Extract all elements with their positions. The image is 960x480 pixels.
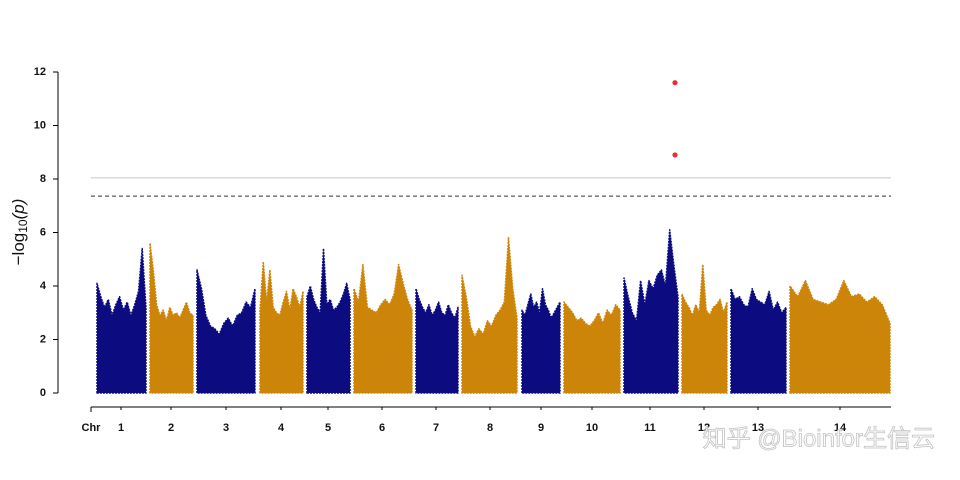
y-axis-label: −log10(p) (9, 199, 30, 266)
x-tick-label: 2 (168, 422, 174, 434)
y-label-suffix: (p) (9, 199, 28, 220)
x-tick-label: 4 (278, 422, 285, 434)
x-tick-label: 9 (538, 422, 544, 434)
x-tick-label: 14 (834, 422, 847, 434)
chromosome-cloud (681, 263, 728, 394)
x-tick-label: 11 (644, 422, 656, 434)
x-tick-label: 5 (325, 422, 331, 434)
x-tick-label: 6 (379, 422, 385, 434)
x-axis-label: Chr (82, 422, 102, 434)
y-label-sub: 10 (16, 219, 30, 233)
chromosome-cloud (306, 247, 351, 394)
chromosome-cloud (563, 301, 621, 394)
chromosome-cloud (415, 287, 459, 394)
watermark: 知乎 @Bioinfor生信云 (703, 425, 935, 452)
chromosome-cloud (96, 247, 147, 394)
x-tick-label: 3 (223, 422, 229, 434)
chromosome-cloud (149, 242, 194, 394)
y-label-prefix: −log (9, 233, 28, 266)
chromosome-cloud (623, 229, 679, 394)
y-tick-label: 12 (34, 66, 46, 78)
significant-point (672, 152, 678, 158)
y-tick-label: 2 (40, 333, 46, 345)
y-tick-label: 0 (40, 387, 46, 399)
chromosome-cloud (461, 237, 518, 394)
x-tick-label: 1 (118, 422, 124, 434)
chromosome-cloud (521, 287, 561, 394)
y-tick-label: 10 (34, 119, 46, 131)
chromosome-cloud (789, 279, 891, 394)
y-tick-label: 6 (40, 226, 46, 238)
x-tick-label: 13 (752, 422, 764, 434)
x-tick-label: 7 (433, 422, 439, 434)
x-tick-label: 8 (487, 422, 493, 434)
x-tick-label: 12 (698, 422, 710, 434)
chromosome-cloud (259, 261, 304, 394)
x-tick-label: 10 (586, 422, 598, 434)
significant-point (672, 80, 678, 86)
y-tick-label: 4 (40, 280, 47, 292)
chromosome-cloud (730, 287, 787, 394)
y-tick-label: 8 (40, 173, 46, 185)
chromosome-cloud (196, 269, 256, 394)
chromosome-cloud (353, 263, 413, 394)
